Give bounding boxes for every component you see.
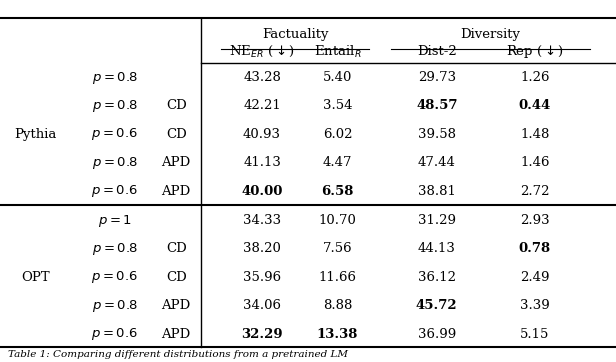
Text: $p = 0.6$: $p = 0.6$ <box>91 183 138 199</box>
Text: $p = 0.8$: $p = 0.8$ <box>92 241 138 257</box>
Text: 2.93: 2.93 <box>520 214 549 227</box>
Text: 6.58: 6.58 <box>322 185 354 198</box>
Text: $p = 0.8$: $p = 0.8$ <box>92 98 138 114</box>
Text: 31.29: 31.29 <box>418 214 456 227</box>
Text: $p = 0.6$: $p = 0.6$ <box>91 126 138 142</box>
Text: APD: APD <box>161 156 191 169</box>
Text: CD: CD <box>166 243 187 256</box>
Text: Rep ($\downarrow$): Rep ($\downarrow$) <box>506 43 564 60</box>
Text: OPT: OPT <box>21 271 49 284</box>
Text: Diversity: Diversity <box>460 28 520 41</box>
Text: 48.57: 48.57 <box>416 100 458 113</box>
Text: 32.29: 32.29 <box>241 328 283 341</box>
Text: 34.33: 34.33 <box>243 214 281 227</box>
Text: 40.00: 40.00 <box>241 185 283 198</box>
Text: 38.81: 38.81 <box>418 185 456 198</box>
Text: 7.56: 7.56 <box>323 243 352 256</box>
Text: 6.02: 6.02 <box>323 128 352 141</box>
Text: 4.47: 4.47 <box>323 156 352 169</box>
Text: 3.54: 3.54 <box>323 100 352 113</box>
Text: Entail$_R$: Entail$_R$ <box>314 44 361 60</box>
Text: CD: CD <box>166 271 187 284</box>
Text: $p = 0.8$: $p = 0.8$ <box>92 298 138 313</box>
Text: 34.06: 34.06 <box>243 299 281 312</box>
Text: APD: APD <box>161 328 191 341</box>
Text: 35.96: 35.96 <box>243 271 281 284</box>
Text: 5.40: 5.40 <box>323 71 352 84</box>
Text: 29.73: 29.73 <box>418 71 456 84</box>
Text: 39.58: 39.58 <box>418 128 456 141</box>
Text: 2.72: 2.72 <box>520 185 549 198</box>
Text: $p = 0.6$: $p = 0.6$ <box>91 326 138 342</box>
Text: 8.88: 8.88 <box>323 299 352 312</box>
Text: 13.38: 13.38 <box>317 328 358 341</box>
Text: Table 1: Comparing different distributions from a pretrained LM: Table 1: Comparing different distributio… <box>7 350 347 359</box>
Text: 36.99: 36.99 <box>418 328 456 341</box>
Text: APD: APD <box>161 185 191 198</box>
Text: $p = 0.6$: $p = 0.6$ <box>91 269 138 285</box>
Text: 1.26: 1.26 <box>520 71 549 84</box>
Text: $p = 1$: $p = 1$ <box>98 212 132 228</box>
Text: 44.13: 44.13 <box>418 243 456 256</box>
Text: 40.93: 40.93 <box>243 128 281 141</box>
Text: Dist-2: Dist-2 <box>417 45 456 58</box>
Text: 45.72: 45.72 <box>416 299 458 312</box>
Text: 10.70: 10.70 <box>318 214 357 227</box>
Text: 36.12: 36.12 <box>418 271 456 284</box>
Text: 0.44: 0.44 <box>519 100 551 113</box>
Text: 5.15: 5.15 <box>520 328 549 341</box>
Text: 41.13: 41.13 <box>243 156 281 169</box>
Text: 11.66: 11.66 <box>318 271 357 284</box>
Text: Pythia: Pythia <box>14 128 56 141</box>
Text: NE$_{ER}$ ($\downarrow$): NE$_{ER}$ ($\downarrow$) <box>229 44 295 59</box>
Text: 3.39: 3.39 <box>520 299 549 312</box>
Text: CD: CD <box>166 100 187 113</box>
Text: $p = 0.8$: $p = 0.8$ <box>92 70 138 85</box>
Text: APD: APD <box>161 299 191 312</box>
Text: 1.46: 1.46 <box>520 156 549 169</box>
Text: CD: CD <box>166 128 187 141</box>
Text: 1.48: 1.48 <box>520 128 549 141</box>
Text: 47.44: 47.44 <box>418 156 456 169</box>
Text: 43.28: 43.28 <box>243 71 281 84</box>
Text: 2.49: 2.49 <box>520 271 549 284</box>
Text: $p = 0.8$: $p = 0.8$ <box>92 155 138 171</box>
Text: Factuality: Factuality <box>262 28 328 41</box>
Text: 0.78: 0.78 <box>519 243 551 256</box>
Text: 38.20: 38.20 <box>243 243 281 256</box>
Text: 42.21: 42.21 <box>243 100 281 113</box>
